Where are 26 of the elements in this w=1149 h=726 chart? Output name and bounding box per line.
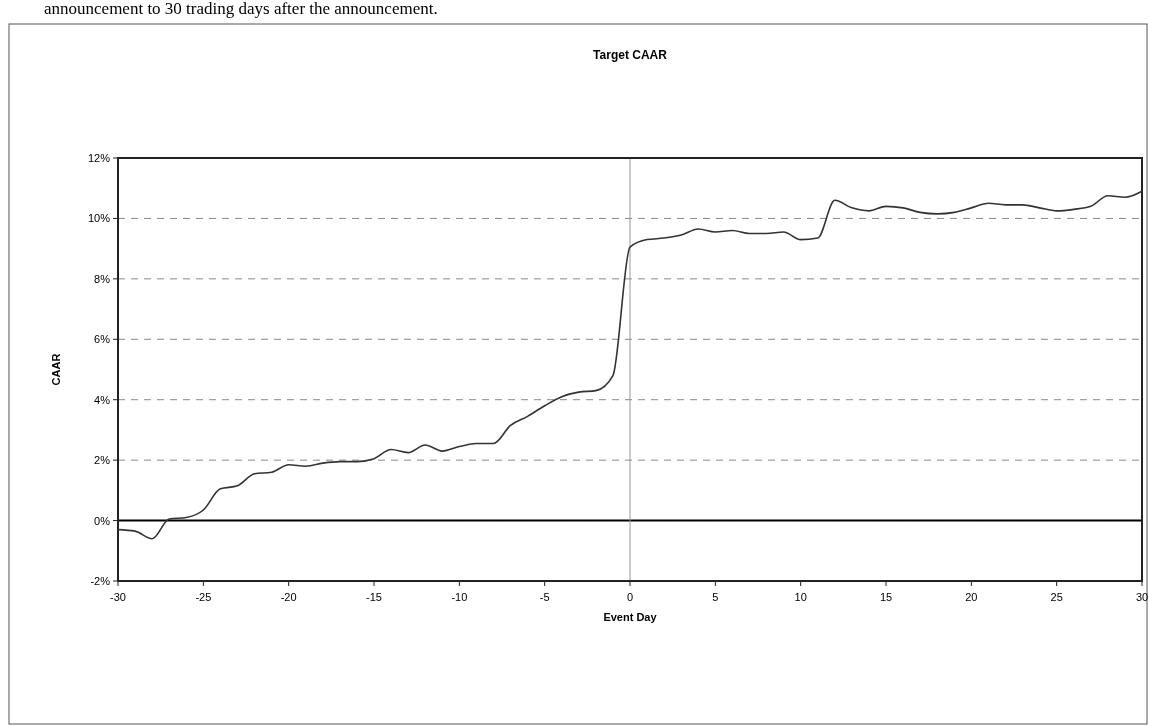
y-tick-label: 10% bbox=[87, 212, 111, 225]
x-tick-label: 15 bbox=[879, 591, 893, 603]
y-tick-label: 0% bbox=[94, 514, 111, 527]
y-tick-label: 6% bbox=[94, 333, 111, 346]
y-tick-label: 12% bbox=[87, 152, 111, 164]
x-axis-title: Event Day bbox=[603, 611, 658, 623]
x-tick-label: 20 bbox=[965, 591, 978, 603]
x-tick-label: 0 bbox=[626, 591, 634, 603]
x-tick-label: -30 bbox=[110, 591, 126, 603]
y-tick-label: -2% bbox=[90, 575, 111, 587]
x-tick-label: 25 bbox=[1050, 591, 1063, 603]
x-tick-label: -5 bbox=[539, 591, 550, 603]
y-tick-label: 2% bbox=[94, 454, 111, 467]
x-tick-label: 30 bbox=[1135, 591, 1149, 603]
y-axis-title: CAAR bbox=[50, 353, 62, 386]
x-tick-label: 5 bbox=[712, 591, 719, 603]
y-tick-label: 8% bbox=[94, 272, 111, 285]
x-tick-label: -15 bbox=[366, 591, 382, 603]
x-tick-label: -20 bbox=[280, 591, 297, 603]
chart-title: Target CAAR bbox=[593, 48, 668, 62]
x-tick-label: -25 bbox=[195, 591, 212, 603]
x-tick-label: -10 bbox=[451, 591, 468, 603]
y-tick-label: 4% bbox=[94, 393, 111, 406]
line-series bbox=[117, 190, 1143, 540]
x-tick-label: 10 bbox=[794, 591, 807, 603]
text: announcement to 30 trading days after the announcement. bbox=[44, 0, 438, 18]
